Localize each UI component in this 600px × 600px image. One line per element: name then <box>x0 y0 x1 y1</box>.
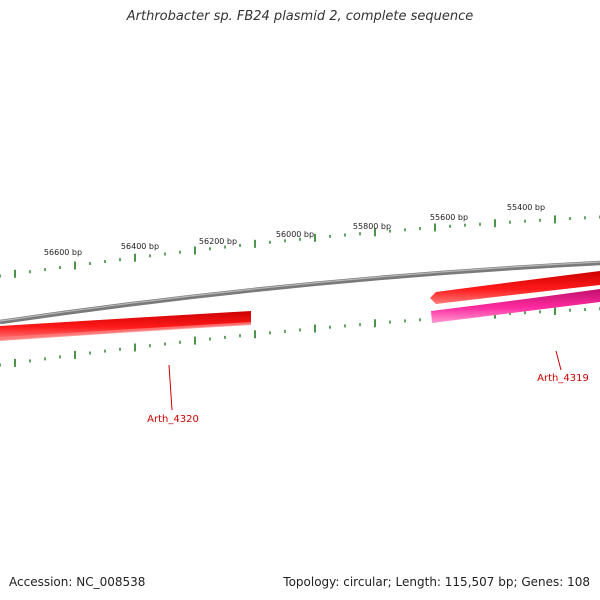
inner-tick-ring <box>0 307 600 367</box>
map-title: Arthrobacter sp. FB24 plasmid 2, complet… <box>126 9 474 24</box>
gene-arth-4320[interactable] <box>0 311 251 341</box>
outer-tick-ring <box>0 215 600 278</box>
tick-label-56200: 56200 bp <box>199 237 237 246</box>
accession-text: Accession: NC_008538 <box>9 575 146 589</box>
gene-forward-right-body <box>430 271 600 304</box>
gene-arth-4320-leader-line <box>168 364 173 411</box>
gene-arth-4319-leader-line <box>555 350 562 371</box>
tick-label-55400: 55400 bp <box>507 203 545 212</box>
gene-arth-4320-body <box>0 311 251 340</box>
tick-label-56600: 56600 bp <box>44 248 82 257</box>
plasmid-backbone <box>0 260 600 325</box>
topology-summary: Topology: circular; Length: 115,507 bp; … <box>283 575 590 589</box>
gene-forward-right[interactable] <box>430 271 600 304</box>
gene-arth-4319[interactable] <box>431 289 600 323</box>
gene-label-arth-4319[interactable]: Arth_4319 <box>537 373 589 384</box>
tick-label-55800: 55800 bp <box>353 222 391 231</box>
tick-label-56000: 56000 bp <box>276 230 314 239</box>
tick-label-55600: 55600 bp <box>430 213 468 222</box>
gene-label-arth-4320[interactable]: Arth_4320 <box>147 414 199 425</box>
tick-label-56400: 56400 bp <box>121 242 159 251</box>
plasmid-backbone-highlight <box>0 261 600 322</box>
gene-arth-4319-body <box>431 289 600 323</box>
gene-arth-4320-shade <box>0 322 251 341</box>
